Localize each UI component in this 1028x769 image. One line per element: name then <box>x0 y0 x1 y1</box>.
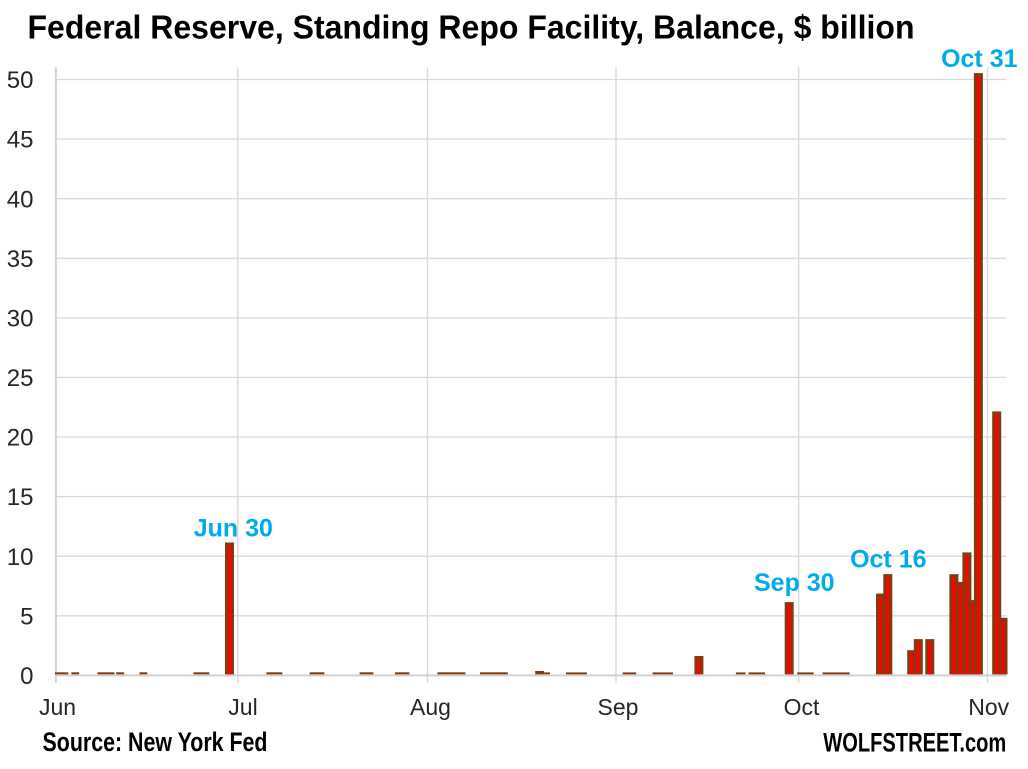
svg-text:Jun 30: Jun 30 <box>194 515 273 543</box>
svg-text:Jul: Jul <box>228 694 257 720</box>
svg-text:10: 10 <box>7 544 34 571</box>
svg-text:Oct: Oct <box>784 694 820 720</box>
svg-text:Nov: Nov <box>968 694 1009 720</box>
svg-text:Source: New York Fed: Source: New York Fed <box>43 727 268 757</box>
svg-text:WOLFSTREET.com: WOLFSTREET.com <box>823 727 1006 757</box>
svg-text:30: 30 <box>7 306 34 333</box>
svg-text:20: 20 <box>7 425 34 452</box>
svg-text:Oct 16: Oct 16 <box>850 545 926 573</box>
svg-text:Jun: Jun <box>39 694 76 720</box>
svg-text:0: 0 <box>20 663 33 690</box>
svg-text:Aug: Aug <box>410 694 451 720</box>
svg-text:15: 15 <box>7 484 34 511</box>
svg-text:Sep 30: Sep 30 <box>754 569 835 597</box>
svg-text:35: 35 <box>7 246 34 273</box>
svg-text:45: 45 <box>7 127 34 154</box>
svg-text:40: 40 <box>7 186 34 213</box>
svg-text:5: 5 <box>20 603 33 630</box>
svg-text:50: 50 <box>7 67 34 94</box>
svg-text:Oct 31: Oct 31 <box>941 45 1018 73</box>
svg-text:Federal Reserve, Standing Repo: Federal Reserve, Standing Repo Facility,… <box>28 9 915 46</box>
svg-text:Sep: Sep <box>598 694 639 720</box>
svg-text:25: 25 <box>7 365 34 392</box>
